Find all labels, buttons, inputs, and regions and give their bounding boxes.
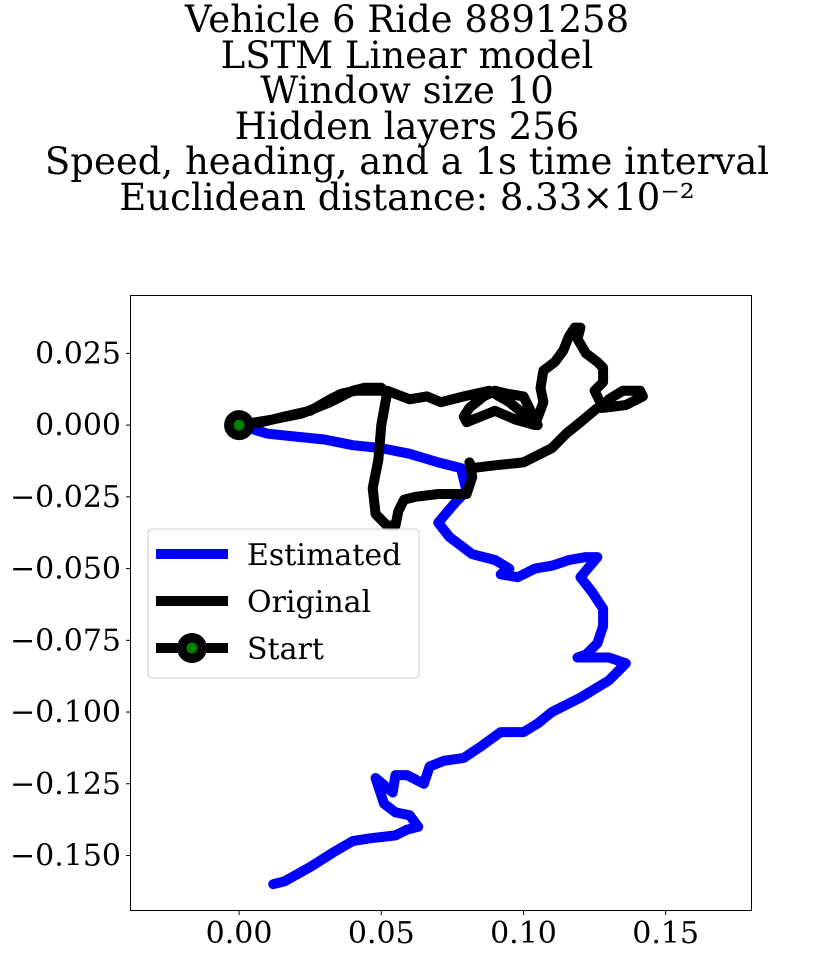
y-tick-label: −0.025 xyxy=(10,480,121,515)
legend-estimated-label: Estimated xyxy=(247,538,401,573)
x-tick-label: 0.10 xyxy=(490,916,557,951)
legend-box xyxy=(147,528,420,679)
y-tick-label: −0.150 xyxy=(10,838,121,873)
y-tick-label: 0.000 xyxy=(35,408,121,443)
series-line-estimated xyxy=(234,420,631,890)
title-line: LSTM Linear model xyxy=(220,33,594,77)
y-tick-label: −0.075 xyxy=(10,623,121,658)
y-tick-label: −0.125 xyxy=(10,767,121,802)
legend-original-label: Original xyxy=(247,585,371,620)
series-layer xyxy=(224,322,648,890)
title-line: Hidden layers 256 xyxy=(234,104,580,148)
legend-start-label: Start xyxy=(247,632,324,667)
start-marker-inner xyxy=(233,419,245,431)
title-line: Speed, heading, and a 1s time interval xyxy=(44,140,770,183)
title-line: Vehicle 6 Ride 8891258 xyxy=(184,0,630,41)
title-line: Window size 10 xyxy=(260,69,554,112)
y-tick-label: 0.025 xyxy=(35,336,121,371)
y-tick-label: −0.050 xyxy=(10,552,121,587)
legend-start-marker-inner xyxy=(186,642,198,654)
x-tick-label: 0.15 xyxy=(632,916,699,951)
plot-frame xyxy=(130,295,752,911)
y-tick-label: −0.100 xyxy=(10,695,121,730)
x-tick-label: 0.00 xyxy=(206,916,273,951)
legend: Estimated Original Start xyxy=(147,528,420,679)
series-line-original xyxy=(234,322,648,531)
title-line: Euclidean distance: 8.33×10⁻² xyxy=(119,175,695,219)
x-tick-label: 0.05 xyxy=(348,916,415,951)
axes-layer: 0.00 0.05 0.10 0.15 0.025 0.000 −0.025 −0.050 −0… xyxy=(10,336,699,951)
chart-title: Vehicle 6 Ride 8891258 LSTM Linear model W… xyxy=(0,0,814,219)
